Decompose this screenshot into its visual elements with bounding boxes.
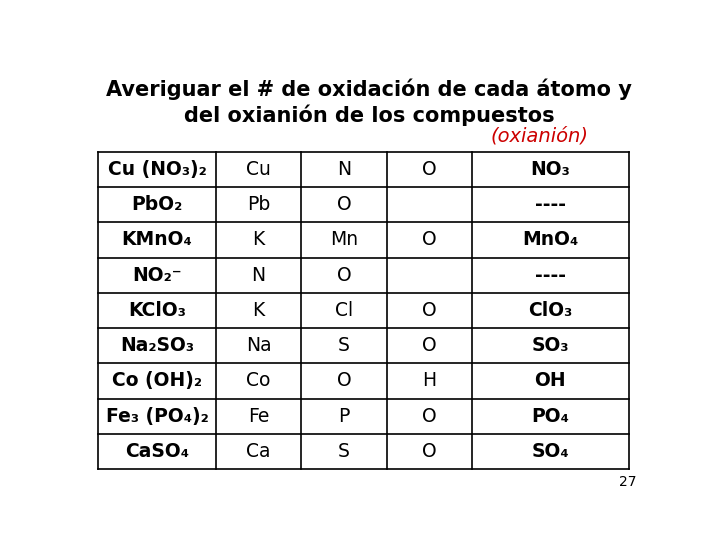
Text: NO₂⁻: NO₂⁻ <box>132 266 181 285</box>
Text: O: O <box>337 195 351 214</box>
Text: O: O <box>337 266 351 285</box>
Text: Fe₃ (PO₄)₂: Fe₃ (PO₄)₂ <box>106 407 208 426</box>
Text: Na: Na <box>246 336 271 355</box>
Text: PO₄: PO₄ <box>531 407 570 426</box>
Text: Fe: Fe <box>248 407 269 426</box>
Text: O: O <box>422 160 436 179</box>
Text: O: O <box>337 372 351 390</box>
Text: NO₃: NO₃ <box>531 160 570 179</box>
Text: (oxianión): (oxianión) <box>490 126 588 145</box>
Text: P: P <box>338 407 350 426</box>
Text: O: O <box>422 407 436 426</box>
Text: K: K <box>253 231 265 249</box>
Text: OH: OH <box>534 372 566 390</box>
Text: CaSO₄: CaSO₄ <box>125 442 189 461</box>
Text: O: O <box>422 336 436 355</box>
Text: K: K <box>253 301 265 320</box>
Text: ----: ---- <box>535 195 566 214</box>
Text: MnO₄: MnO₄ <box>522 231 578 249</box>
Text: Mn: Mn <box>330 231 358 249</box>
Text: N: N <box>337 160 351 179</box>
Text: O: O <box>422 301 436 320</box>
Text: KMnO₄: KMnO₄ <box>122 231 192 249</box>
Text: Co (OH)₂: Co (OH)₂ <box>112 372 202 390</box>
Text: H: H <box>422 372 436 390</box>
Text: del oxianión de los compuestos: del oxianión de los compuestos <box>184 105 554 126</box>
Text: ClO₃: ClO₃ <box>528 301 572 320</box>
Text: Ca: Ca <box>246 442 271 461</box>
Text: Co: Co <box>246 372 271 390</box>
Text: Cu: Cu <box>246 160 271 179</box>
Text: Averiguar el # de oxidación de cada átomo y: Averiguar el # de oxidación de cada átom… <box>106 79 632 100</box>
Text: ----: ---- <box>535 266 566 285</box>
Text: SO₄: SO₄ <box>531 442 569 461</box>
Text: N: N <box>251 266 266 285</box>
Text: O: O <box>422 442 436 461</box>
Text: S: S <box>338 442 350 461</box>
Text: Cl: Cl <box>335 301 353 320</box>
Text: S: S <box>338 336 350 355</box>
Text: KClO₃: KClO₃ <box>128 301 186 320</box>
Text: Pb: Pb <box>247 195 270 214</box>
Text: PbO₂: PbO₂ <box>131 195 182 214</box>
Text: SO₃: SO₃ <box>531 336 569 355</box>
Text: Cu (NO₃)₂: Cu (NO₃)₂ <box>107 160 206 179</box>
Text: O: O <box>422 231 436 249</box>
Text: 27: 27 <box>619 475 636 489</box>
Text: Na₂SO₃: Na₂SO₃ <box>120 336 194 355</box>
